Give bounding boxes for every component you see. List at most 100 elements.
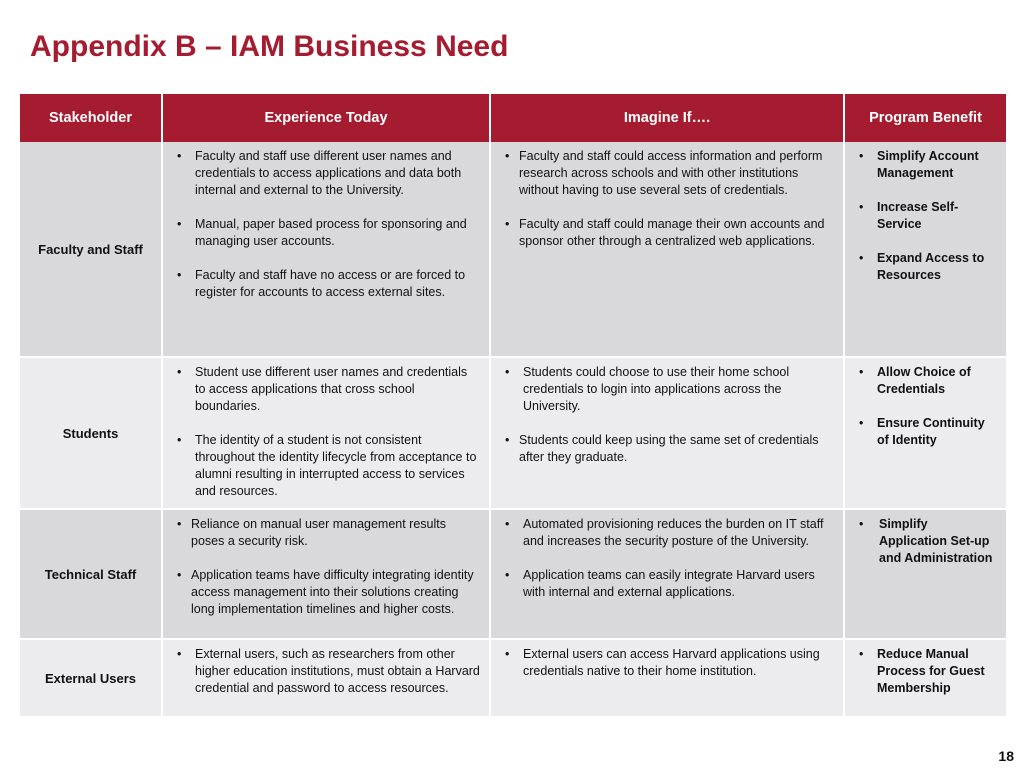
list-item-text: Simplify Application Set-up and Administ… bbox=[879, 517, 993, 565]
bullet-icon: • bbox=[505, 517, 510, 531]
list-item: • Students could keep using the same set … bbox=[499, 432, 835, 466]
list-item: • Faculty and staff could manage their ow… bbox=[499, 216, 835, 250]
bullet-icon: • bbox=[177, 217, 182, 231]
list-item: • Increase Self-Service bbox=[853, 199, 998, 233]
list-item-text: Student use different user names and cre… bbox=[195, 365, 468, 413]
stakeholder-cell: External Users bbox=[20, 639, 163, 718]
slide-title: Appendix B – IAM Business Need bbox=[30, 30, 509, 63]
bullet-icon: • bbox=[505, 433, 510, 447]
table-header-row: Stakeholder Experience Today Imagine If…… bbox=[20, 94, 1006, 142]
experience-list: • Reliance on manual user management resu… bbox=[171, 516, 481, 618]
list-item: • Allow Choice of Credentials bbox=[853, 364, 998, 398]
page-number: 18 bbox=[998, 748, 1014, 764]
bullet-icon: • bbox=[177, 568, 182, 582]
list-item-text: Application teams have difficulty integr… bbox=[191, 568, 474, 616]
benefit-list: • Simplify Application Set-up and Adminis… bbox=[853, 516, 998, 567]
benefit-cell: • Reduce Manual Process for Guest Members… bbox=[844, 639, 1006, 718]
experience-list: • External users, such as researchers fro… bbox=[171, 646, 481, 697]
bullet-icon: • bbox=[505, 149, 510, 163]
list-item: • Student use different user names and cr… bbox=[171, 364, 481, 415]
list-item: • External users, such as researchers fro… bbox=[171, 646, 481, 697]
list-item: • The identity of a student is not consis… bbox=[171, 432, 481, 500]
bullet-icon: • bbox=[177, 365, 182, 379]
list-item: • Faculty and staff could access informat… bbox=[499, 148, 835, 199]
bullet-icon: • bbox=[859, 517, 864, 531]
list-item-text: Faculty and staff have no access or are … bbox=[195, 268, 466, 299]
list-item-text: Reduce Manual Process for Guest Membersh… bbox=[877, 647, 985, 695]
header-program-benefit: Program Benefit bbox=[844, 94, 1006, 142]
list-item-text: Expand Access to Resources bbox=[877, 251, 985, 282]
list-item-text: Increase Self-Service bbox=[877, 200, 959, 231]
benefit-cell: • Simplify Application Set-up and Adminis… bbox=[844, 509, 1006, 640]
list-item: • Application teams have difficulty integ… bbox=[171, 567, 481, 618]
list-item-text: External users can access Harvard applic… bbox=[523, 647, 820, 678]
list-item: • Application teams can easily integrate … bbox=[499, 567, 835, 601]
table-row: Technical Staff • Reliance on manual user… bbox=[20, 509, 1006, 640]
list-item: • Reduce Manual Process for Guest Members… bbox=[853, 646, 998, 697]
benefit-list: • Simplify Account Management • Increase S… bbox=[853, 148, 998, 284]
bullet-icon: • bbox=[859, 149, 864, 163]
list-item: • Reliance on manual user management resu… bbox=[171, 516, 481, 550]
list-item-text: Faculty and staff could manage their own… bbox=[519, 217, 825, 248]
list-item: • Automated provisioning reduces the burd… bbox=[499, 516, 835, 550]
bullet-icon: • bbox=[505, 647, 510, 661]
list-item: • External users can access Harvard appli… bbox=[499, 646, 835, 680]
imagine-cell: • External users can access Harvard appli… bbox=[490, 639, 845, 718]
imagine-cell: • Students could choose to use their home… bbox=[490, 357, 845, 510]
bullet-icon: • bbox=[177, 647, 182, 661]
bullet-icon: • bbox=[505, 217, 510, 231]
imagine-list: • Faculty and staff could access informat… bbox=[499, 148, 835, 250]
bullet-icon: • bbox=[177, 517, 182, 531]
stakeholder-cell: Faculty and Staff bbox=[20, 142, 163, 358]
experience-cell: • Student use different user names and cr… bbox=[162, 357, 491, 510]
list-item-text: Students could choose to use their home … bbox=[523, 365, 790, 413]
table-row: External Users • External users, such as … bbox=[20, 639, 1006, 718]
table-row: Faculty and Staff • Faculty and staff use… bbox=[20, 142, 1006, 358]
bullet-icon: • bbox=[859, 251, 864, 265]
list-item-text: Automated provisioning reduces the burde… bbox=[523, 517, 824, 548]
header-experience-today: Experience Today bbox=[162, 94, 491, 142]
bullet-icon: • bbox=[859, 647, 864, 661]
table-row: Students • Student use different user nam… bbox=[20, 357, 1006, 510]
list-item-text: Reliance on manual user management resul… bbox=[191, 517, 446, 548]
experience-cell: • Reliance on manual user management resu… bbox=[162, 509, 491, 640]
bullet-icon: • bbox=[177, 268, 182, 282]
list-item: • Simplify Application Set-up and Adminis… bbox=[853, 516, 998, 567]
business-need-table: Stakeholder Experience Today Imagine If…… bbox=[20, 94, 1006, 718]
list-item-text: Simplify Account Management bbox=[877, 149, 979, 180]
benefit-list: • Allow Choice of Credentials • Ensure Con… bbox=[853, 364, 998, 449]
list-item: • Faculty and staff use different user na… bbox=[171, 148, 481, 199]
benefit-cell: • Simplify Account Management • Increase S… bbox=[844, 142, 1006, 358]
experience-list: • Faculty and staff use different user na… bbox=[171, 148, 481, 301]
bullet-icon: • bbox=[859, 365, 864, 379]
experience-list: • Student use different user names and cr… bbox=[171, 364, 481, 500]
list-item: • Students could choose to use their home… bbox=[499, 364, 835, 415]
list-item-text: External users, such as researchers from… bbox=[195, 647, 480, 695]
list-item: • Faculty and staff have no access or are… bbox=[171, 267, 481, 301]
imagine-cell: • Faculty and staff could access informat… bbox=[490, 142, 845, 358]
imagine-cell: • Automated provisioning reduces the burd… bbox=[490, 509, 845, 640]
list-item-text: The identity of a student is not consist… bbox=[195, 433, 477, 498]
list-item-text: Application teams can easily integrate H… bbox=[523, 568, 815, 599]
header-stakeholder: Stakeholder bbox=[20, 94, 163, 142]
bullet-icon: • bbox=[505, 365, 510, 379]
list-item-text: Faculty and staff could access informati… bbox=[519, 149, 823, 197]
imagine-list: • Students could choose to use their home… bbox=[499, 364, 835, 466]
list-item: • Simplify Account Management bbox=[853, 148, 998, 182]
bullet-icon: • bbox=[859, 416, 864, 430]
benefit-list: • Reduce Manual Process for Guest Members… bbox=[853, 646, 998, 697]
header-imagine-if: Imagine If…. bbox=[490, 94, 845, 142]
list-item-text: Manual, paper based process for sponsori… bbox=[195, 217, 467, 248]
bullet-icon: • bbox=[859, 200, 864, 214]
imagine-list: • Automated provisioning reduces the burd… bbox=[499, 516, 835, 601]
list-item-text: Faculty and staff use different user nam… bbox=[195, 149, 462, 197]
stakeholder-cell: Technical Staff bbox=[20, 509, 163, 640]
list-item-text: Ensure Continuity of Identity bbox=[877, 416, 985, 447]
experience-cell: • Faculty and staff use different user na… bbox=[162, 142, 491, 358]
stakeholder-cell: Students bbox=[20, 357, 163, 510]
list-item: • Expand Access to Resources bbox=[853, 250, 998, 284]
bullet-icon: • bbox=[505, 568, 510, 582]
list-item: • Manual, paper based process for sponsor… bbox=[171, 216, 481, 250]
imagine-list: • External users can access Harvard appli… bbox=[499, 646, 835, 680]
list-item: • Ensure Continuity of Identity bbox=[853, 415, 998, 449]
